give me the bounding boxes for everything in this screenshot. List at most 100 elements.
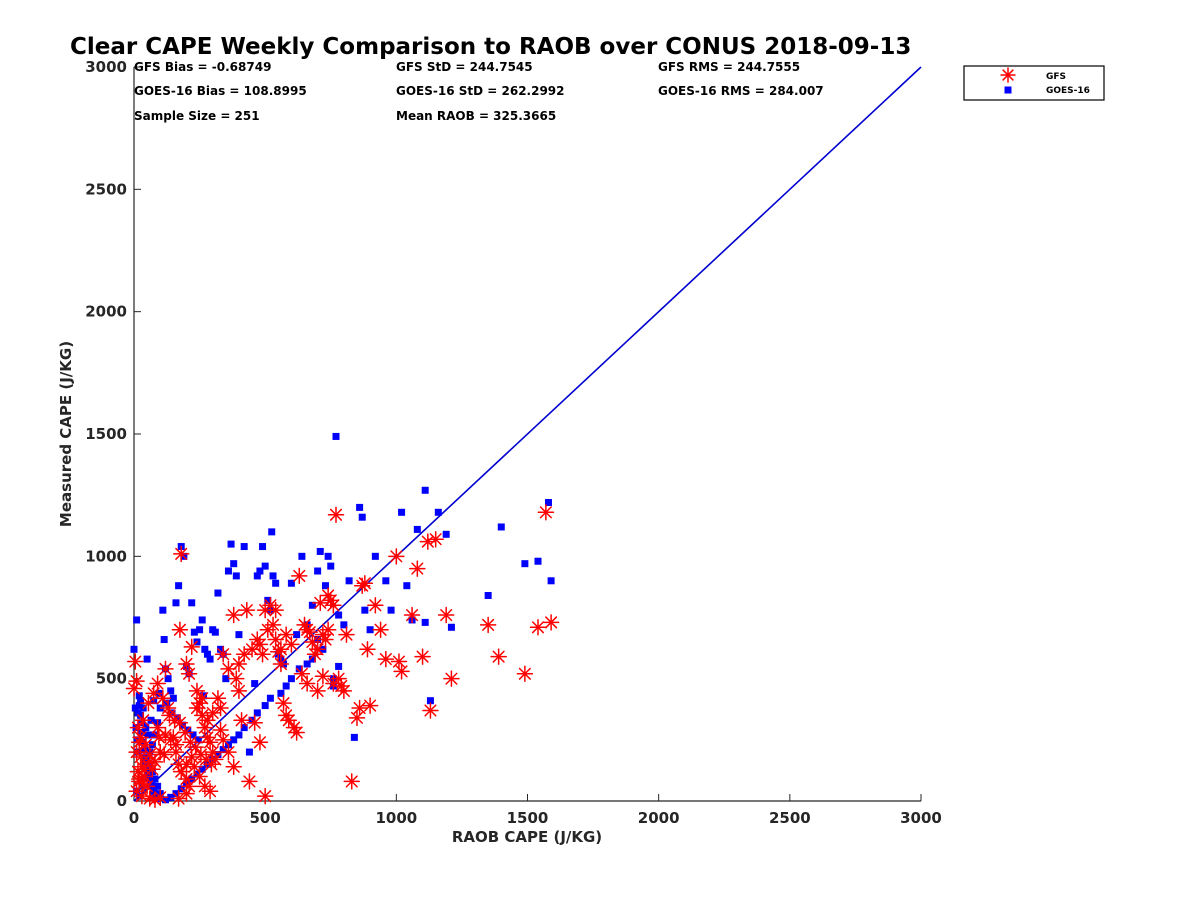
goes-16-point xyxy=(426,697,434,705)
goes-16-point xyxy=(442,530,450,538)
goes-16-point xyxy=(308,601,316,609)
gfs-point xyxy=(251,734,269,751)
gfs-point xyxy=(317,631,334,648)
gfs-point xyxy=(479,616,497,634)
gfs-point xyxy=(203,756,220,773)
gfs-point xyxy=(267,601,284,619)
gfs-point xyxy=(178,770,195,788)
goes-16-point xyxy=(214,751,222,759)
legend-goes-16-label: GOES-16 xyxy=(1046,86,1090,96)
gfs-point xyxy=(314,667,332,685)
goes-16-point xyxy=(172,790,180,798)
gfs-point xyxy=(157,660,174,678)
gfs-point xyxy=(542,614,560,631)
y-axis-ticks: 0 500 1000 1500 2000 2500 3000 xyxy=(85,58,141,810)
goes-16-point xyxy=(169,694,177,702)
goes-16-point xyxy=(303,660,311,668)
gfs-point xyxy=(367,597,384,614)
goes-16-point xyxy=(447,623,455,631)
goes-16-point xyxy=(164,675,172,683)
gfs-point xyxy=(183,638,200,656)
gfs-point xyxy=(437,606,455,624)
chart-title: Clear CAPE Weekly Comparison to RAOB ove… xyxy=(70,34,911,60)
goes-16-point xyxy=(203,650,211,658)
gfs-point xyxy=(356,574,374,592)
goes-16-point xyxy=(413,525,421,533)
goes-16-point xyxy=(314,567,322,575)
goes-16-point xyxy=(194,736,202,744)
gfs-point xyxy=(214,731,232,749)
gfs-point xyxy=(212,721,229,739)
goes-16-point xyxy=(366,626,374,634)
gfs-point xyxy=(325,597,342,614)
gfs-point xyxy=(127,653,144,670)
gfs-point xyxy=(228,670,245,687)
legend-goes-16-symbol xyxy=(1004,86,1012,94)
gfs-point xyxy=(256,787,274,805)
goes-16-point xyxy=(371,552,379,560)
goes-16-point xyxy=(316,547,324,555)
gfs-point xyxy=(178,785,195,802)
gfs-point xyxy=(298,675,316,692)
goes-16-point xyxy=(206,655,214,663)
gfs-point xyxy=(327,506,345,523)
gfs-point xyxy=(283,636,300,653)
y-tick-label: 0 xyxy=(117,792,127,810)
goes-16-point xyxy=(327,562,335,570)
x-tick-label: 2500 xyxy=(769,809,811,827)
gfs-point xyxy=(157,726,174,744)
stat-gfs-rms: GFS RMS = 244.7555 xyxy=(658,60,800,74)
gfs-point xyxy=(301,623,319,641)
goes-16-point xyxy=(198,765,206,773)
goes-16-point xyxy=(219,746,227,754)
goes-16-point xyxy=(253,572,261,580)
goes-16-point xyxy=(154,782,162,790)
y-tick-label: 500 xyxy=(96,670,127,688)
goes-16-point xyxy=(200,692,208,700)
goes-16-point xyxy=(217,645,225,653)
gfs-point xyxy=(132,729,149,746)
gfs-point xyxy=(141,746,158,763)
goes-16-point xyxy=(227,540,235,548)
goes-16-point xyxy=(350,733,358,741)
goes-16-point xyxy=(261,562,269,570)
gfs-point xyxy=(230,682,248,700)
legend-gfs-marker xyxy=(1000,67,1016,83)
legend-goes-16-marker xyxy=(1004,86,1012,94)
goes-16-point xyxy=(240,543,248,551)
goes-16-point xyxy=(287,579,295,587)
goes-16-point xyxy=(251,680,259,688)
goes-16-point xyxy=(322,582,330,590)
gfs-point xyxy=(361,697,379,714)
goes-16-point xyxy=(298,552,306,560)
y-tick-label: 3000 xyxy=(85,58,127,76)
goes-16-point xyxy=(521,560,529,568)
gfs-point xyxy=(277,626,295,643)
gfs-point xyxy=(390,653,408,670)
goes-16-point xyxy=(398,508,406,516)
goes-16-point xyxy=(161,796,169,804)
gfs-point xyxy=(225,758,242,775)
goes-16-point xyxy=(189,731,197,739)
goes-16-point xyxy=(201,645,209,653)
gfs-point xyxy=(136,760,153,778)
gfs-point xyxy=(351,699,368,717)
gfs-point xyxy=(309,641,326,658)
stat-mean-raob: Mean RAOB = 325.3665 xyxy=(396,109,556,123)
goes-16-point xyxy=(198,616,206,624)
goes-16-point xyxy=(358,513,366,521)
y-tick-label: 2000 xyxy=(85,303,127,321)
gfs-point xyxy=(241,773,258,790)
goes-16-point xyxy=(235,631,243,639)
goes-16-point xyxy=(287,675,295,683)
gfs-point xyxy=(170,790,187,807)
gfs-point xyxy=(403,606,421,624)
goes-16-point xyxy=(190,628,198,636)
x-axis-ticks: 0 500 1000 1500 2000 2500 3000 xyxy=(129,794,942,827)
goes-16-point xyxy=(335,662,343,670)
x-tick-label: 1500 xyxy=(507,809,549,827)
gfs-point xyxy=(359,641,376,658)
goes-16-point xyxy=(332,432,340,440)
goes-16-point xyxy=(151,731,159,739)
